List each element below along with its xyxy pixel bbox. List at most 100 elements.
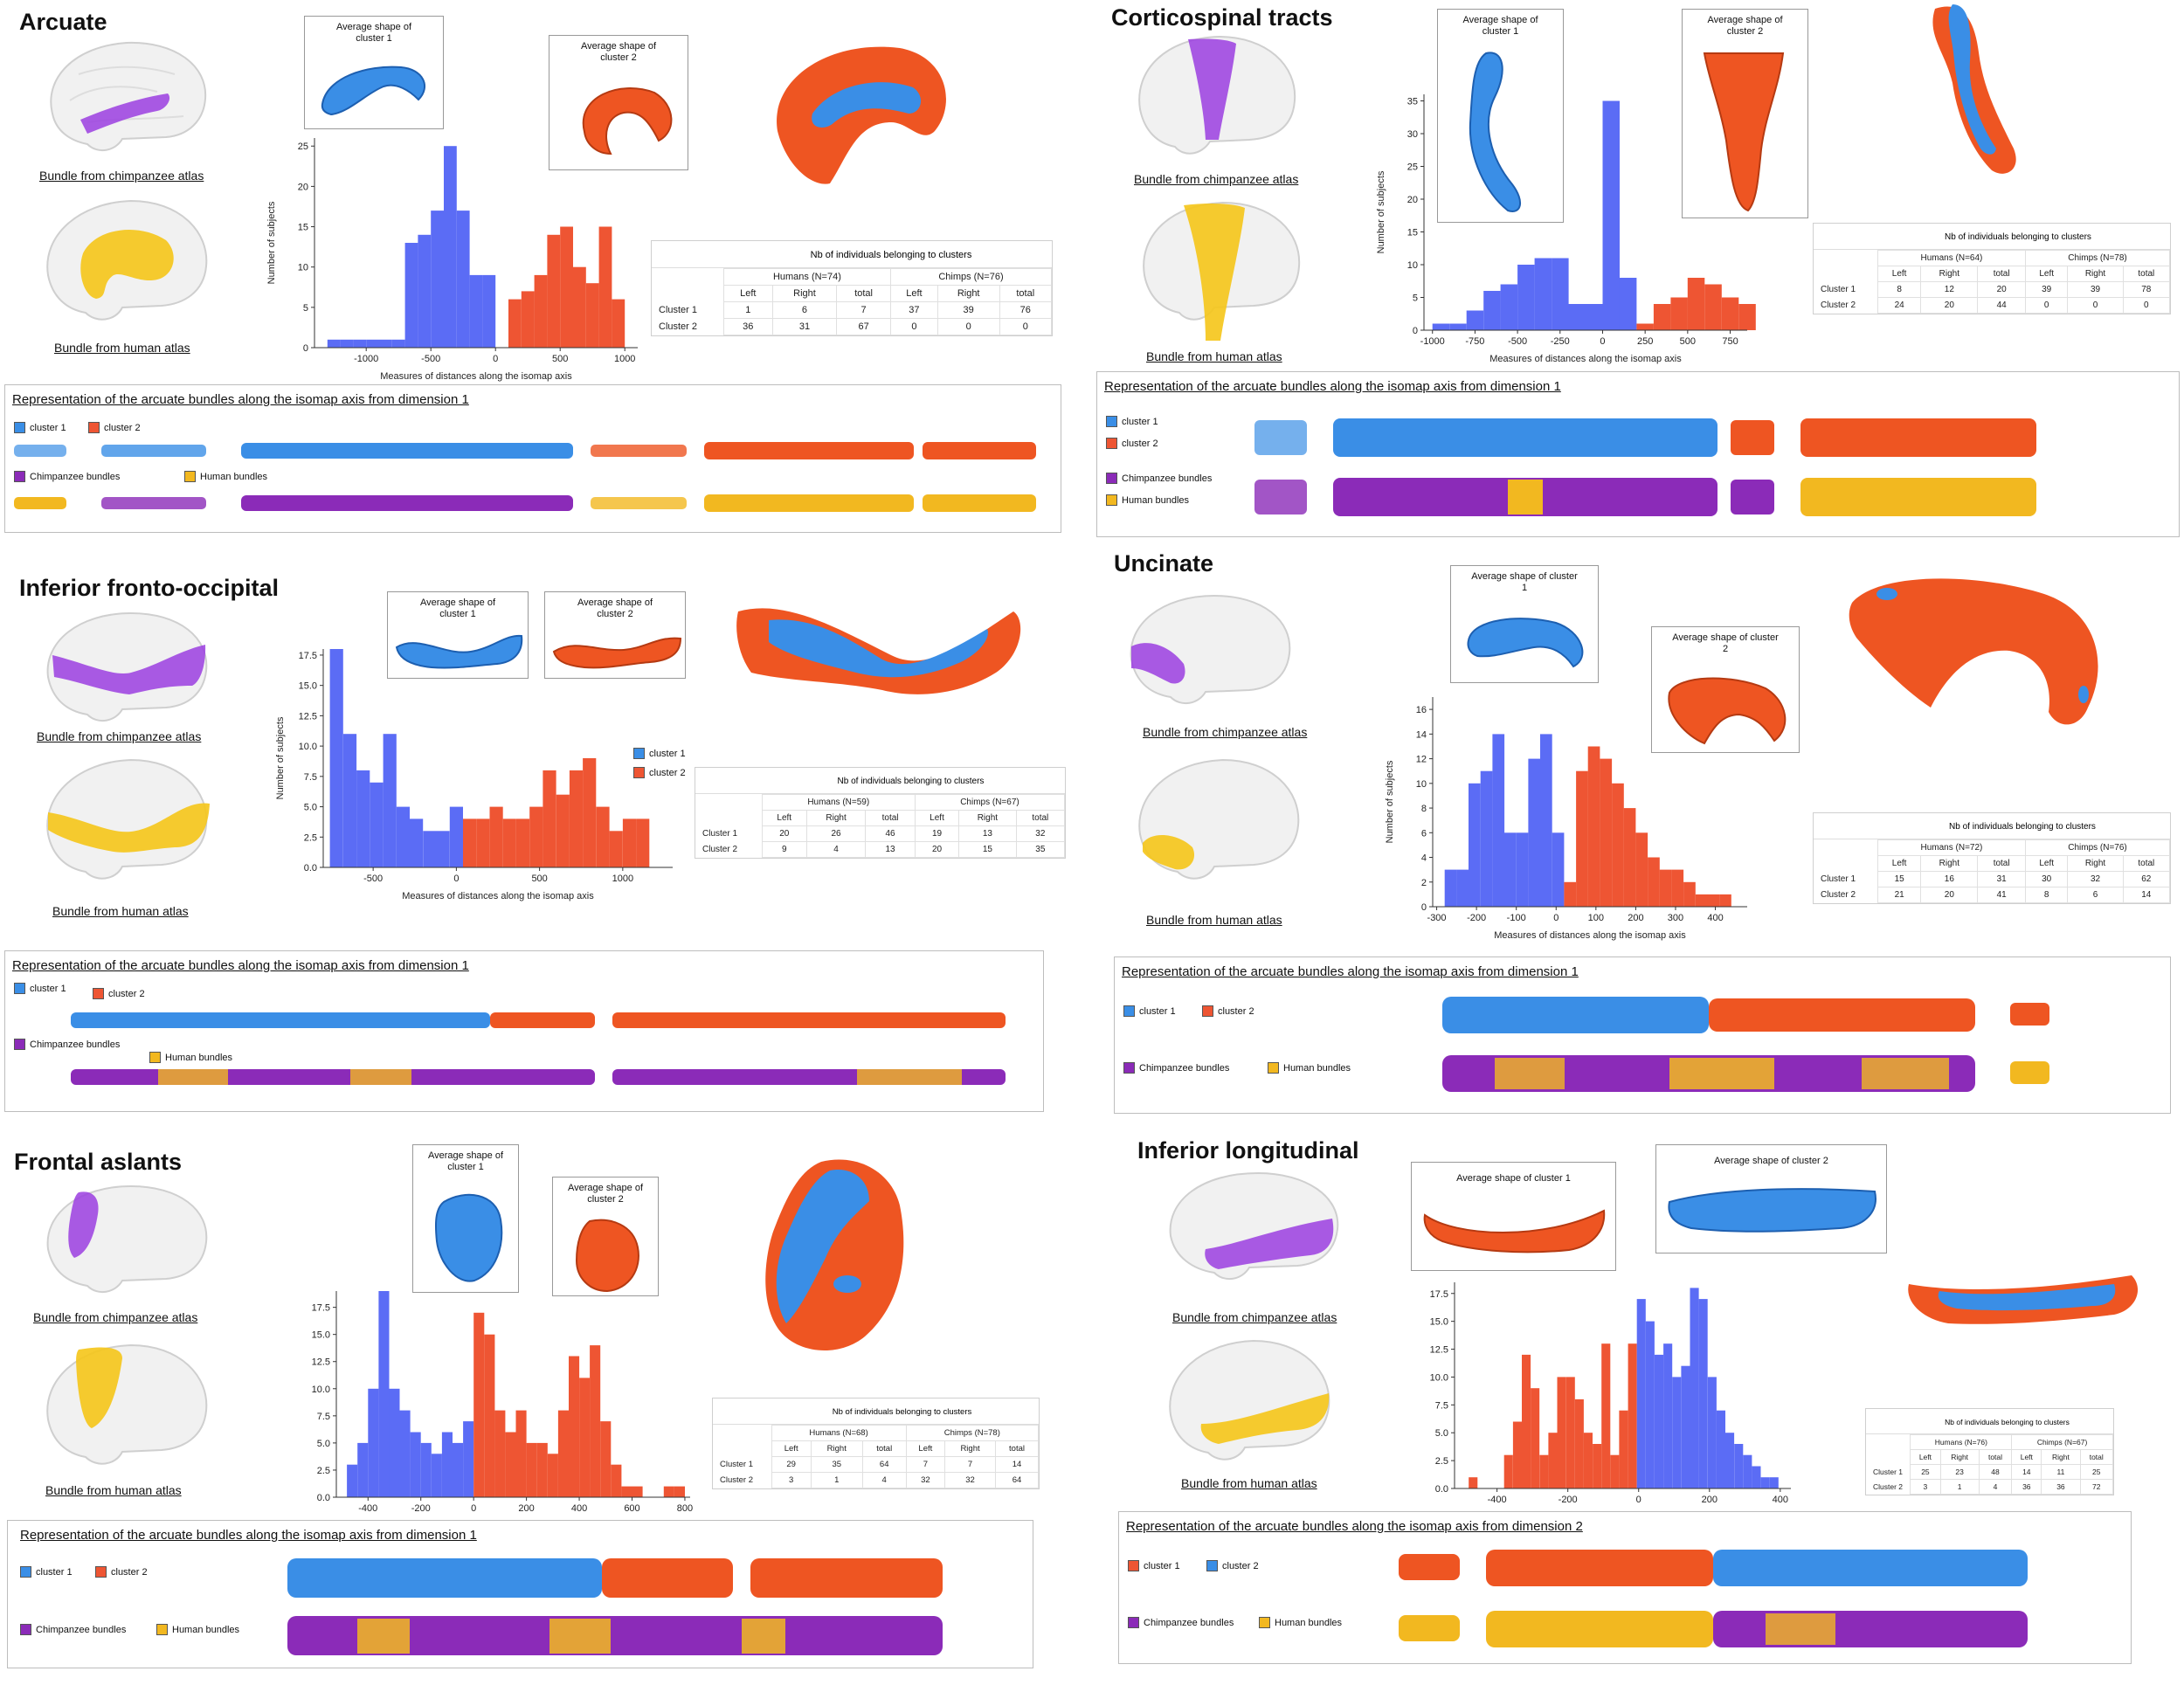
representation-title: Representation of the arcuate bundles al… bbox=[1126, 1519, 1583, 1534]
y-axis-label: Number of subjects bbox=[266, 201, 277, 284]
hist-bar bbox=[1687, 278, 1705, 330]
hist-bar bbox=[1659, 869, 1672, 907]
hist-bar bbox=[1539, 1454, 1549, 1488]
hist-bar bbox=[420, 1442, 432, 1497]
x-tick-label: 800 bbox=[677, 1503, 693, 1514]
hist-bar bbox=[1492, 734, 1505, 907]
hist-bar bbox=[557, 1410, 569, 1497]
hist-bar bbox=[431, 1454, 442, 1497]
x-axis-label: Measures of distances along the isomap a… bbox=[380, 371, 572, 382]
bundle-strip-clusters bbox=[71, 1012, 1006, 1028]
avg-shape-cluster2-caption: Average shape of cluster 2 bbox=[567, 1183, 644, 1205]
y-tick-label: 2.5 bbox=[1435, 1456, 1448, 1467]
humans-header: Humans (N=59) bbox=[761, 794, 916, 811]
hist-bar bbox=[526, 1442, 537, 1497]
y-tick-label: 10.0 bbox=[312, 1385, 330, 1395]
y-axis-label: Number of subjects bbox=[1385, 760, 1395, 843]
y-tick-label: 17.5 bbox=[1430, 1289, 1448, 1300]
avg-shape-cluster2-box: Average shape of cluster 2 bbox=[552, 1177, 659, 1296]
chimp-brain-image bbox=[1130, 594, 1291, 705]
table-row: Cluster 2 24 20 44 0 0 0 bbox=[1814, 297, 2171, 314]
hist-bar bbox=[368, 1388, 379, 1497]
y-tick-label: 8 bbox=[1421, 804, 1427, 814]
hist-bar bbox=[502, 818, 516, 867]
hist-bar bbox=[1716, 1410, 1725, 1488]
bundle-strip-species bbox=[71, 1069, 1006, 1085]
hist-bar bbox=[579, 1378, 591, 1497]
chimp-brain-image bbox=[50, 41, 207, 152]
y-tick-label: 10 bbox=[1416, 779, 1427, 790]
legend-human: Human bundles bbox=[149, 1052, 232, 1063]
hist-bar bbox=[1466, 310, 1484, 330]
histogram-ifo: -500 0 500 1000 0.0 2.5 5.0 7.5 10.0 12.5 15.0 17.5… bbox=[275, 649, 673, 901]
x-tick-label: -500 bbox=[421, 354, 440, 364]
avg-shape-cluster2-image bbox=[582, 87, 673, 155]
avg-shape-cluster1-box: Average shape of cluster 1 bbox=[304, 16, 444, 129]
avg-shape-cluster2-box: Average shape of cluster 2 bbox=[1655, 1144, 1887, 1253]
hist-bar bbox=[1587, 746, 1600, 907]
hist-bar bbox=[1576, 770, 1588, 907]
chimp-brain-image bbox=[46, 611, 208, 722]
x-tick-label: -250 bbox=[1551, 336, 1570, 347]
table-row: Cluster 2 3 1 4 36 36 72 bbox=[1866, 1479, 2113, 1495]
hist-bar bbox=[1655, 1354, 1664, 1488]
y-tick-label: 15.0 bbox=[299, 681, 317, 692]
hist-bar bbox=[1636, 323, 1654, 330]
y-tick-label: 0 bbox=[1421, 902, 1427, 913]
hist-bar bbox=[453, 1442, 464, 1497]
overlay-shape-image bbox=[777, 46, 946, 184]
hist-bar bbox=[1552, 832, 1565, 907]
y-tick-label: 35 bbox=[1407, 97, 1418, 107]
representation-title: Representation of the arcuate bundles al… bbox=[20, 1528, 477, 1543]
hist-bar bbox=[1734, 1444, 1744, 1488]
legend-cluster2: cluster 2 bbox=[633, 767, 686, 778]
y-tick-label: 12.5 bbox=[299, 711, 317, 722]
hist-bar bbox=[329, 649, 343, 867]
human-brain-image bbox=[1143, 201, 1301, 341]
x-tick-label: -500 bbox=[363, 874, 383, 884]
col-left: Left bbox=[889, 285, 938, 302]
hist-bar bbox=[1574, 1398, 1584, 1488]
chimp-brain-image bbox=[1138, 35, 1296, 155]
hist-bar bbox=[391, 339, 405, 348]
histogram-corticospinal: -1000 -750 -500 -250 0 250 500 750 0 5 10 15 20 25 30 3… bbox=[1376, 94, 1756, 364]
legend-cluster1: cluster 1 bbox=[1106, 416, 1158, 427]
bundle-strip-clusters bbox=[1399, 1550, 2028, 1586]
legend-cluster1: cluster 1 bbox=[20, 1566, 73, 1578]
panel-title: Frontal aslants bbox=[14, 1149, 183, 1175]
legend-chimp: Chimpanzee bundles bbox=[1123, 1062, 1229, 1074]
legend-cluster1: cluster 1 bbox=[1123, 1005, 1176, 1017]
legend-chimp: Chimpanzee bundles bbox=[20, 1624, 126, 1635]
hist-bar bbox=[1593, 1444, 1602, 1488]
avg-shape-cluster2-image bbox=[575, 1219, 639, 1293]
x-tick-label: -500 bbox=[1508, 336, 1527, 347]
hist-bar bbox=[508, 299, 522, 348]
avg-shape-cluster1-image bbox=[395, 634, 523, 669]
hist-bar bbox=[1522, 1354, 1531, 1488]
table-row: Cluster 1 25 23 48 14 11 25 bbox=[1866, 1464, 2113, 1480]
chimps-header: Chimps (N=76) bbox=[889, 268, 1053, 286]
representation-box: Representation of the arcuate bundles al… bbox=[1096, 371, 2180, 537]
col-right: Right bbox=[936, 285, 1000, 302]
y-tick-label: 15 bbox=[298, 223, 308, 233]
hist-bar bbox=[463, 818, 477, 867]
legend-cluster1: cluster 1 bbox=[14, 983, 66, 994]
hist-bar bbox=[1683, 881, 1696, 907]
x-tick-label: 100 bbox=[1588, 913, 1604, 923]
hist-bar bbox=[383, 734, 397, 867]
legend-cluster2: cluster 2 bbox=[1106, 438, 1158, 449]
hist-bar bbox=[389, 1388, 400, 1497]
hist-bar bbox=[1517, 265, 1535, 330]
y-tick-label: 5.0 bbox=[1435, 1428, 1448, 1439]
legend-cluster1: cluster 1 bbox=[633, 748, 686, 759]
hist-bar bbox=[1619, 278, 1637, 330]
hist-bar bbox=[1469, 1477, 1478, 1488]
legend-chimp: Chimpanzee bundles bbox=[14, 1039, 120, 1050]
x-tick-label: 0 bbox=[1553, 913, 1559, 923]
chimp-brain-image bbox=[1169, 1171, 1339, 1281]
avg-shape-cluster2-image bbox=[1668, 1188, 1876, 1233]
legend-human: Human bundles bbox=[156, 1624, 239, 1635]
cluster-table: Nb of individuals belonging to clusters … bbox=[695, 767, 1066, 859]
hist-bar bbox=[1707, 894, 1720, 907]
legend-human: Human bundles bbox=[1268, 1062, 1351, 1074]
